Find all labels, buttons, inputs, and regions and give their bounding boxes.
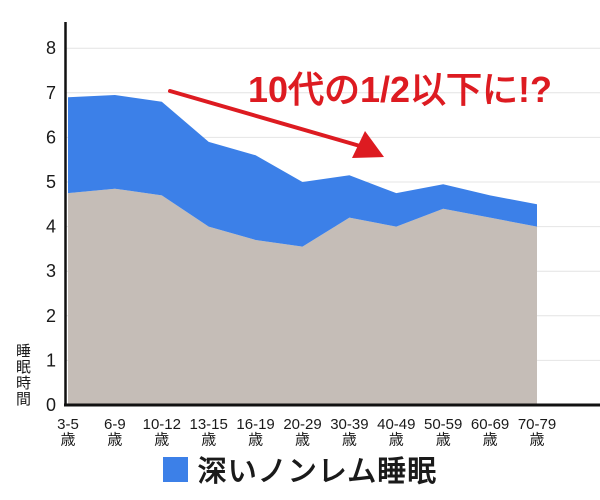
annotation-arrowhead [352, 131, 384, 158]
y-tick-label: 3 [46, 261, 56, 281]
legend-label: 深いノンレム睡眠 [197, 456, 438, 488]
legend: 深いノンレム睡眠 [0, 452, 600, 488]
x-tick-label: 3-5 歳 [57, 416, 79, 449]
x-tick-label: 60-69 歳 [471, 416, 509, 449]
y-tick-label: 8 [46, 38, 56, 58]
x-tick-label: 70-79 歳 [518, 416, 556, 449]
x-tick-label: 6-9 歳 [104, 416, 126, 449]
y-tick-label: 5 [46, 172, 56, 192]
y-tick-label: 7 [46, 83, 56, 103]
y-axis-title: 睡眠時間 [14, 343, 31, 407]
annotation-text: 10代の1/2以下に!? [247, 69, 553, 110]
x-tick-label: 30-39 歳 [330, 416, 368, 449]
x-tick-label: 13-15 歳 [190, 416, 228, 449]
x-tick-label: 10-12 歳 [143, 416, 181, 449]
x-tick-label: 16-19 歳 [236, 416, 274, 449]
y-tick-label: 0 [46, 395, 56, 415]
area-lower-sleep [68, 188, 537, 405]
legend-swatch-icon [162, 456, 188, 482]
annotation-arrow-line [168, 89, 362, 148]
x-tick-label: 20-29 歳 [283, 416, 321, 449]
y-tick-label: 4 [46, 217, 56, 237]
y-tick-label: 2 [46, 306, 56, 326]
area-deep-nonrem-sleep [68, 95, 537, 247]
x-tick-label: 40-49 歳 [377, 416, 415, 449]
y-tick-label: 1 [46, 350, 56, 370]
x-tick-label: 50-59 歳 [424, 416, 462, 449]
y-tick-label: 6 [46, 127, 56, 147]
